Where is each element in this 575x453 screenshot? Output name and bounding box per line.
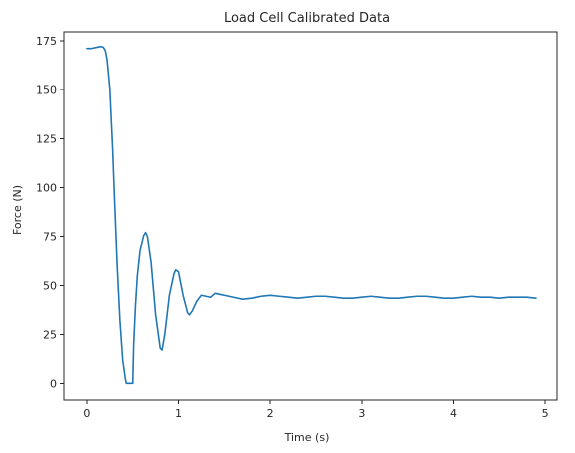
x-tick-label: 2 xyxy=(267,407,274,420)
x-axis-label: Time (s) xyxy=(284,431,330,444)
x-tick-label: 5 xyxy=(542,407,549,420)
y-tick-label: 150 xyxy=(36,84,57,97)
y-tick-label: 100 xyxy=(36,182,57,195)
y-tick-label: 125 xyxy=(36,133,57,146)
y-tick-label: 50 xyxy=(43,279,57,292)
x-tick-label: 4 xyxy=(450,407,457,420)
x-tick-label: 1 xyxy=(175,407,182,420)
series-line-0 xyxy=(87,47,536,384)
y-axis-label: Force (N) xyxy=(11,185,24,235)
y-tick-label: 175 xyxy=(36,35,57,48)
plot-frame xyxy=(64,32,557,400)
y-tick-label: 0 xyxy=(50,377,57,390)
y-tick-label: 75 xyxy=(43,231,57,244)
x-tick-label: 0 xyxy=(83,407,90,420)
y-tick-label: 25 xyxy=(43,328,57,341)
x-tick-label: 3 xyxy=(358,407,365,420)
chart-title: Load Cell Calibrated Data xyxy=(224,11,390,26)
